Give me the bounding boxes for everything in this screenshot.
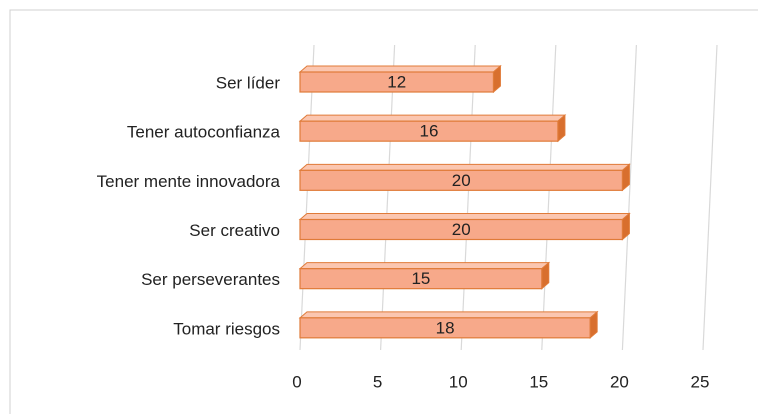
grid-line	[541, 44, 557, 351]
bar-top	[298, 65, 502, 73]
grid-line	[380, 44, 396, 351]
grid-line	[702, 44, 718, 351]
grid-line	[299, 44, 315, 351]
bar-top	[298, 114, 567, 122]
bar-top	[298, 213, 631, 220]
bar	[299, 169, 623, 191]
x-tick-label: 5	[373, 372, 382, 391]
bar-top	[298, 163, 631, 171]
value-label: 12	[387, 72, 406, 91]
y-tick-label: Ser perseverantes	[141, 270, 280, 289]
y-tick-label: Ser creativo	[189, 221, 280, 240]
bar	[299, 218, 623, 241]
x-tick-label: 20	[610, 372, 629, 391]
bar-top	[298, 262, 551, 270]
y-tick-label: Tener autoconfianza	[127, 123, 281, 142]
chart-border	[9, 9, 758, 414]
value-label: 16	[419, 122, 438, 141]
bar	[299, 71, 495, 93]
x-tick-label: 15	[529, 372, 548, 391]
x-tick-label: 10	[449, 372, 468, 391]
grid-line	[460, 44, 476, 351]
grid-line	[621, 44, 637, 351]
x-tick-label: 0	[292, 372, 301, 391]
bar	[299, 268, 543, 290]
bar	[299, 317, 591, 339]
value-label: 15	[411, 269, 430, 288]
value-label: 20	[452, 220, 471, 239]
value-label: 20	[452, 171, 471, 190]
bar-top	[298, 311, 599, 319]
bar	[299, 120, 559, 142]
y-tick-label: Ser líder	[216, 73, 281, 92]
value-label: 18	[436, 318, 455, 337]
y-tick-label: Tener mente innovadora	[97, 172, 281, 191]
y-tick-label: Tomar riesgos	[173, 319, 280, 338]
x-tick-label: 25	[691, 372, 710, 391]
